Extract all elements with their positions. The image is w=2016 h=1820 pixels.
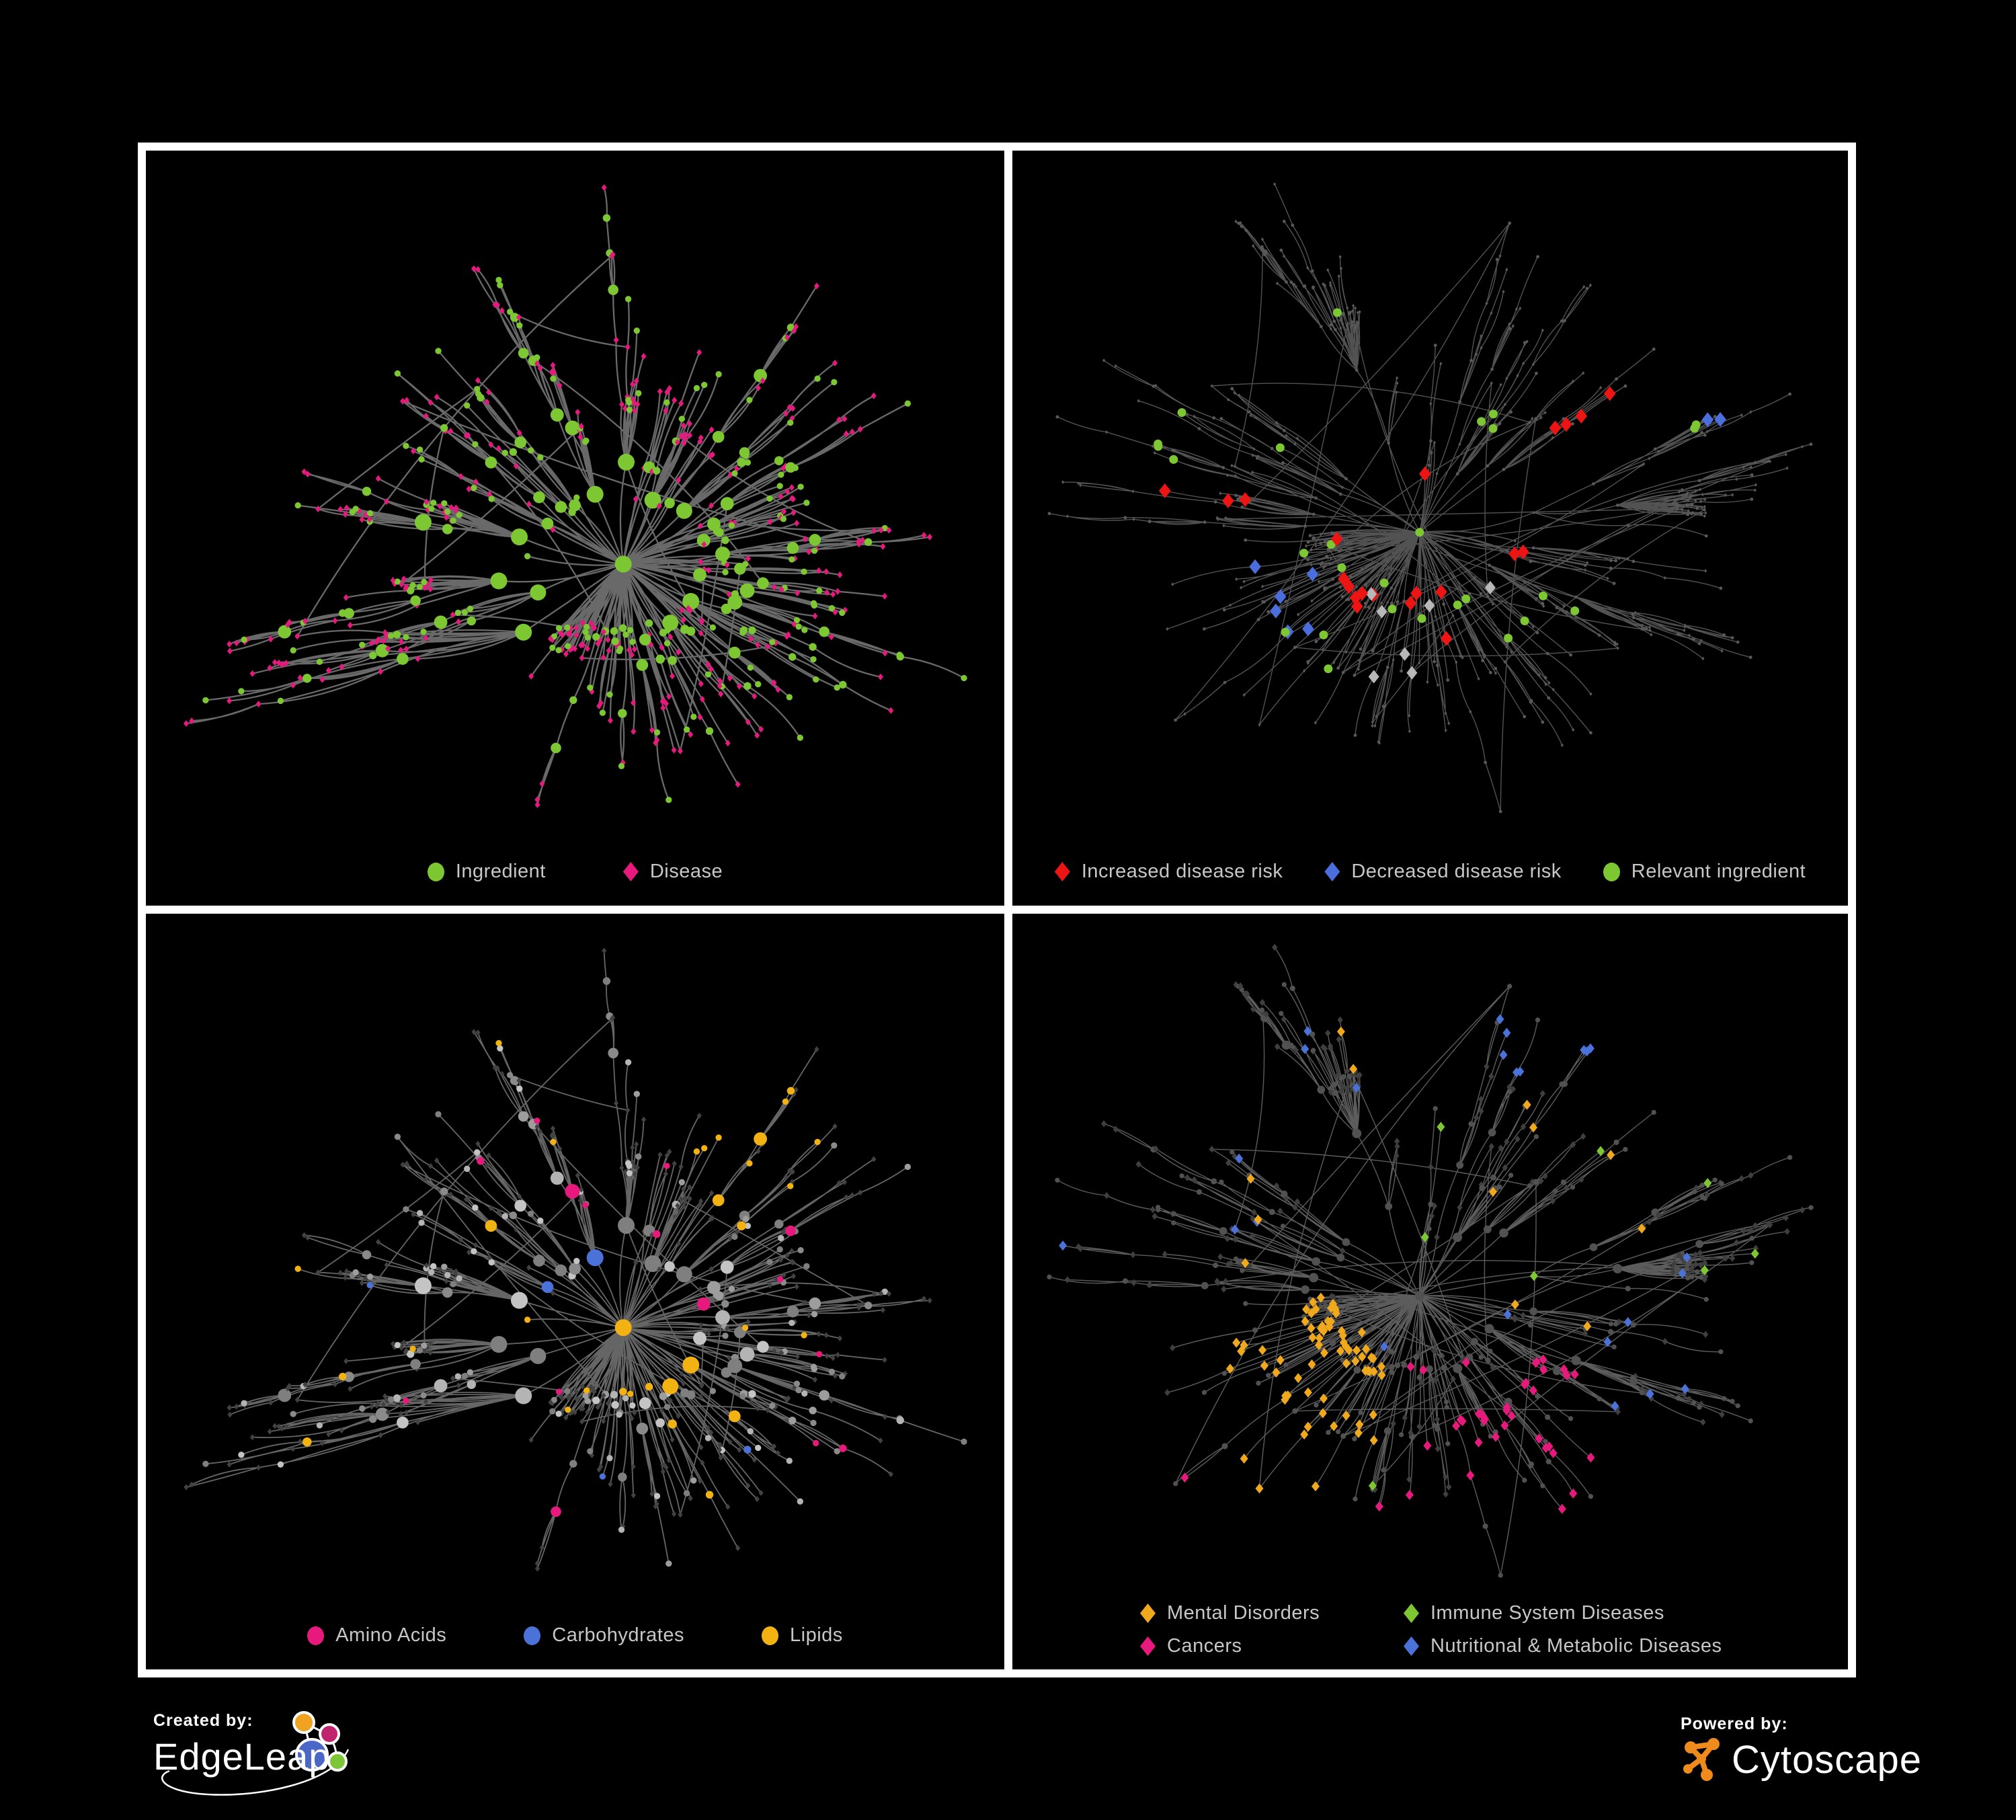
legend-disease-risk: Increased disease risk Decreased disease … [1020, 861, 1840, 883]
legend-item-amino-acids: Amino Acids [307, 1624, 446, 1647]
legend-label: Ingredient [455, 861, 546, 882]
legend-nutrient-category: Amino Acids Carbohydrates Lipids [154, 1624, 996, 1647]
legend-item-nutritional-metabolic-diseases: Nutritional & Metabolic Diseases [1404, 1635, 1722, 1657]
edgeleap-node-magenta [319, 1723, 340, 1745]
legend-ingredient-disease: Ingredient Disease [154, 861, 996, 883]
legend-item-cancers: Cancers [1140, 1635, 1404, 1657]
legend-label: Relevant ingredient [1631, 861, 1806, 882]
panel-ingredient-disease-network: Ingredient Disease [146, 151, 1004, 906]
legend-item-ingredient: Ingredient [427, 861, 546, 883]
legend-label: Amino Acids [335, 1624, 447, 1646]
legend-label: Nutritional & Metabolic Diseases [1430, 1635, 1722, 1657]
legend-item-decreased-disease-risk: Decreased disease risk [1324, 861, 1561, 883]
legend-item-disease: Disease [622, 861, 723, 883]
legend-label: Disease [649, 861, 723, 882]
cytoscape-logo-glyph [1683, 1738, 1720, 1781]
legend-label: Carbohydrates [552, 1624, 684, 1646]
created-by-block: Created by: EdgeLeap [153, 1711, 350, 1796]
diamond-marker [622, 862, 639, 881]
circle-marker [307, 1626, 325, 1645]
circle-marker [427, 862, 444, 881]
network-frame: Ingredient Disease Increased disease risk… [138, 143, 1856, 1677]
legend-label: Mental Disorders [1167, 1602, 1320, 1624]
legend-item-immune-system-diseases: Immune System Diseases [1404, 1602, 1722, 1624]
edgeleap-logo-glyph [292, 1711, 348, 1772]
circle-marker [762, 1626, 778, 1645]
network-canvas-ingredient-disease [184, 184, 967, 808]
diamond-marker [1404, 1636, 1419, 1656]
legend-item-mental-disorders: Mental Disorders [1140, 1602, 1404, 1624]
circle-marker [524, 1626, 541, 1645]
legend-item-relevant-ingredient: Relevant ingredient [1603, 861, 1806, 883]
legend-label: Cancers [1167, 1635, 1242, 1657]
edgeleap-swoosh [161, 1749, 350, 1796]
legend-label: Lipids [790, 1624, 843, 1646]
panel-disease-category-network: Mental Disorders Immune System Diseases Ca… [1012, 914, 1848, 1669]
panel-nutrient-category-network: Amino Acids Carbohydrates Lipids [146, 914, 1004, 1669]
cytoscape-logo-text: Cytoscape [1732, 1737, 1923, 1782]
diamond-marker [1324, 862, 1340, 881]
legend-disease-category: Mental Disorders Immune System Diseases Ca… [1140, 1602, 1722, 1657]
legend-label: Decreased disease risk [1351, 861, 1562, 882]
legend-item-lipids: Lipids [762, 1624, 843, 1647]
legend-item-carbohydrates: Carbohydrates [524, 1624, 684, 1647]
diamond-marker [1404, 1604, 1419, 1623]
legend-item-increased-disease-risk: Increased disease risk [1054, 861, 1283, 883]
network-canvas-nutrient-category [184, 947, 967, 1572]
legend-label: Increased disease risk [1081, 861, 1283, 882]
edgeleap-node-orange [292, 1711, 315, 1734]
circle-marker [1603, 862, 1620, 881]
diamond-marker [1140, 1636, 1156, 1656]
network-canvas-disease-risk [1047, 182, 1813, 814]
edgeleap-node-blue [295, 1738, 329, 1772]
network-canvas-disease-category [1047, 943, 1814, 1578]
created-by-label: Created by: [153, 1711, 253, 1730]
powered-by-label: Powered by: [1681, 1714, 1788, 1733]
diamond-marker [1140, 1604, 1156, 1623]
powered-by-block: Powered by: Cytoscape [1681, 1714, 1922, 1782]
legend-label: Immune System Diseases [1430, 1602, 1664, 1624]
edgeleap-logo-text: EdgeLeap [153, 1735, 331, 1778]
panel-disease-risk-network: Increased disease risk Decreased disease … [1012, 151, 1848, 906]
diamond-marker [1054, 862, 1070, 881]
edgeleap-node-green [327, 1751, 348, 1772]
